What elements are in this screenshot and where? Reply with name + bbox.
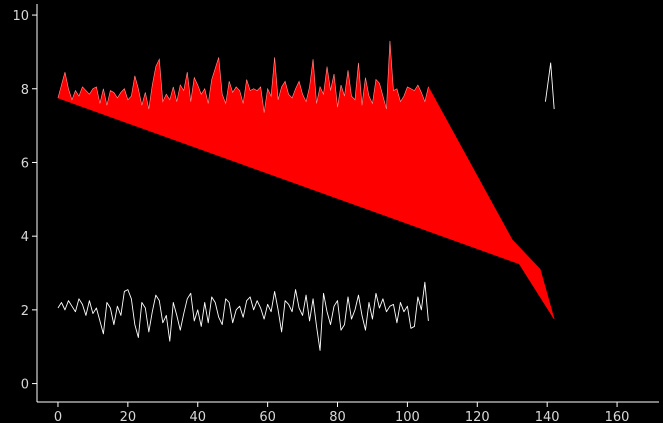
x-tick-label: 140 (535, 410, 560, 423)
y-tick-label: 8 (21, 83, 29, 98)
x-tick-label: 160 (605, 410, 630, 423)
filled-area-edge (57, 40, 429, 113)
x-tick-label: 60 (259, 410, 276, 423)
y-tick-label: 4 (21, 230, 29, 245)
y-tick-label: 10 (12, 9, 29, 24)
y-tick-label: 6 (21, 156, 29, 171)
x-tick-label: 20 (120, 410, 137, 423)
axes: 0 20 40 60 80 100 120 140 160 0 2 4 6 8 10 (12, 4, 659, 423)
x-tick-label: 100 (395, 410, 420, 423)
line-layer (57, 62, 555, 351)
filled-area (57, 40, 555, 320)
y-tick-label: 2 (21, 304, 29, 319)
line-series-1 (57, 281, 429, 351)
x-tick-label: 120 (465, 410, 490, 423)
y-tick-label: 0 (21, 378, 29, 393)
x-tick-label: 80 (329, 410, 346, 423)
x-tick-label: 0 (54, 410, 62, 423)
fill-layer (57, 40, 555, 320)
line-series-2 (544, 62, 555, 110)
x-tick-label: 40 (189, 410, 206, 423)
